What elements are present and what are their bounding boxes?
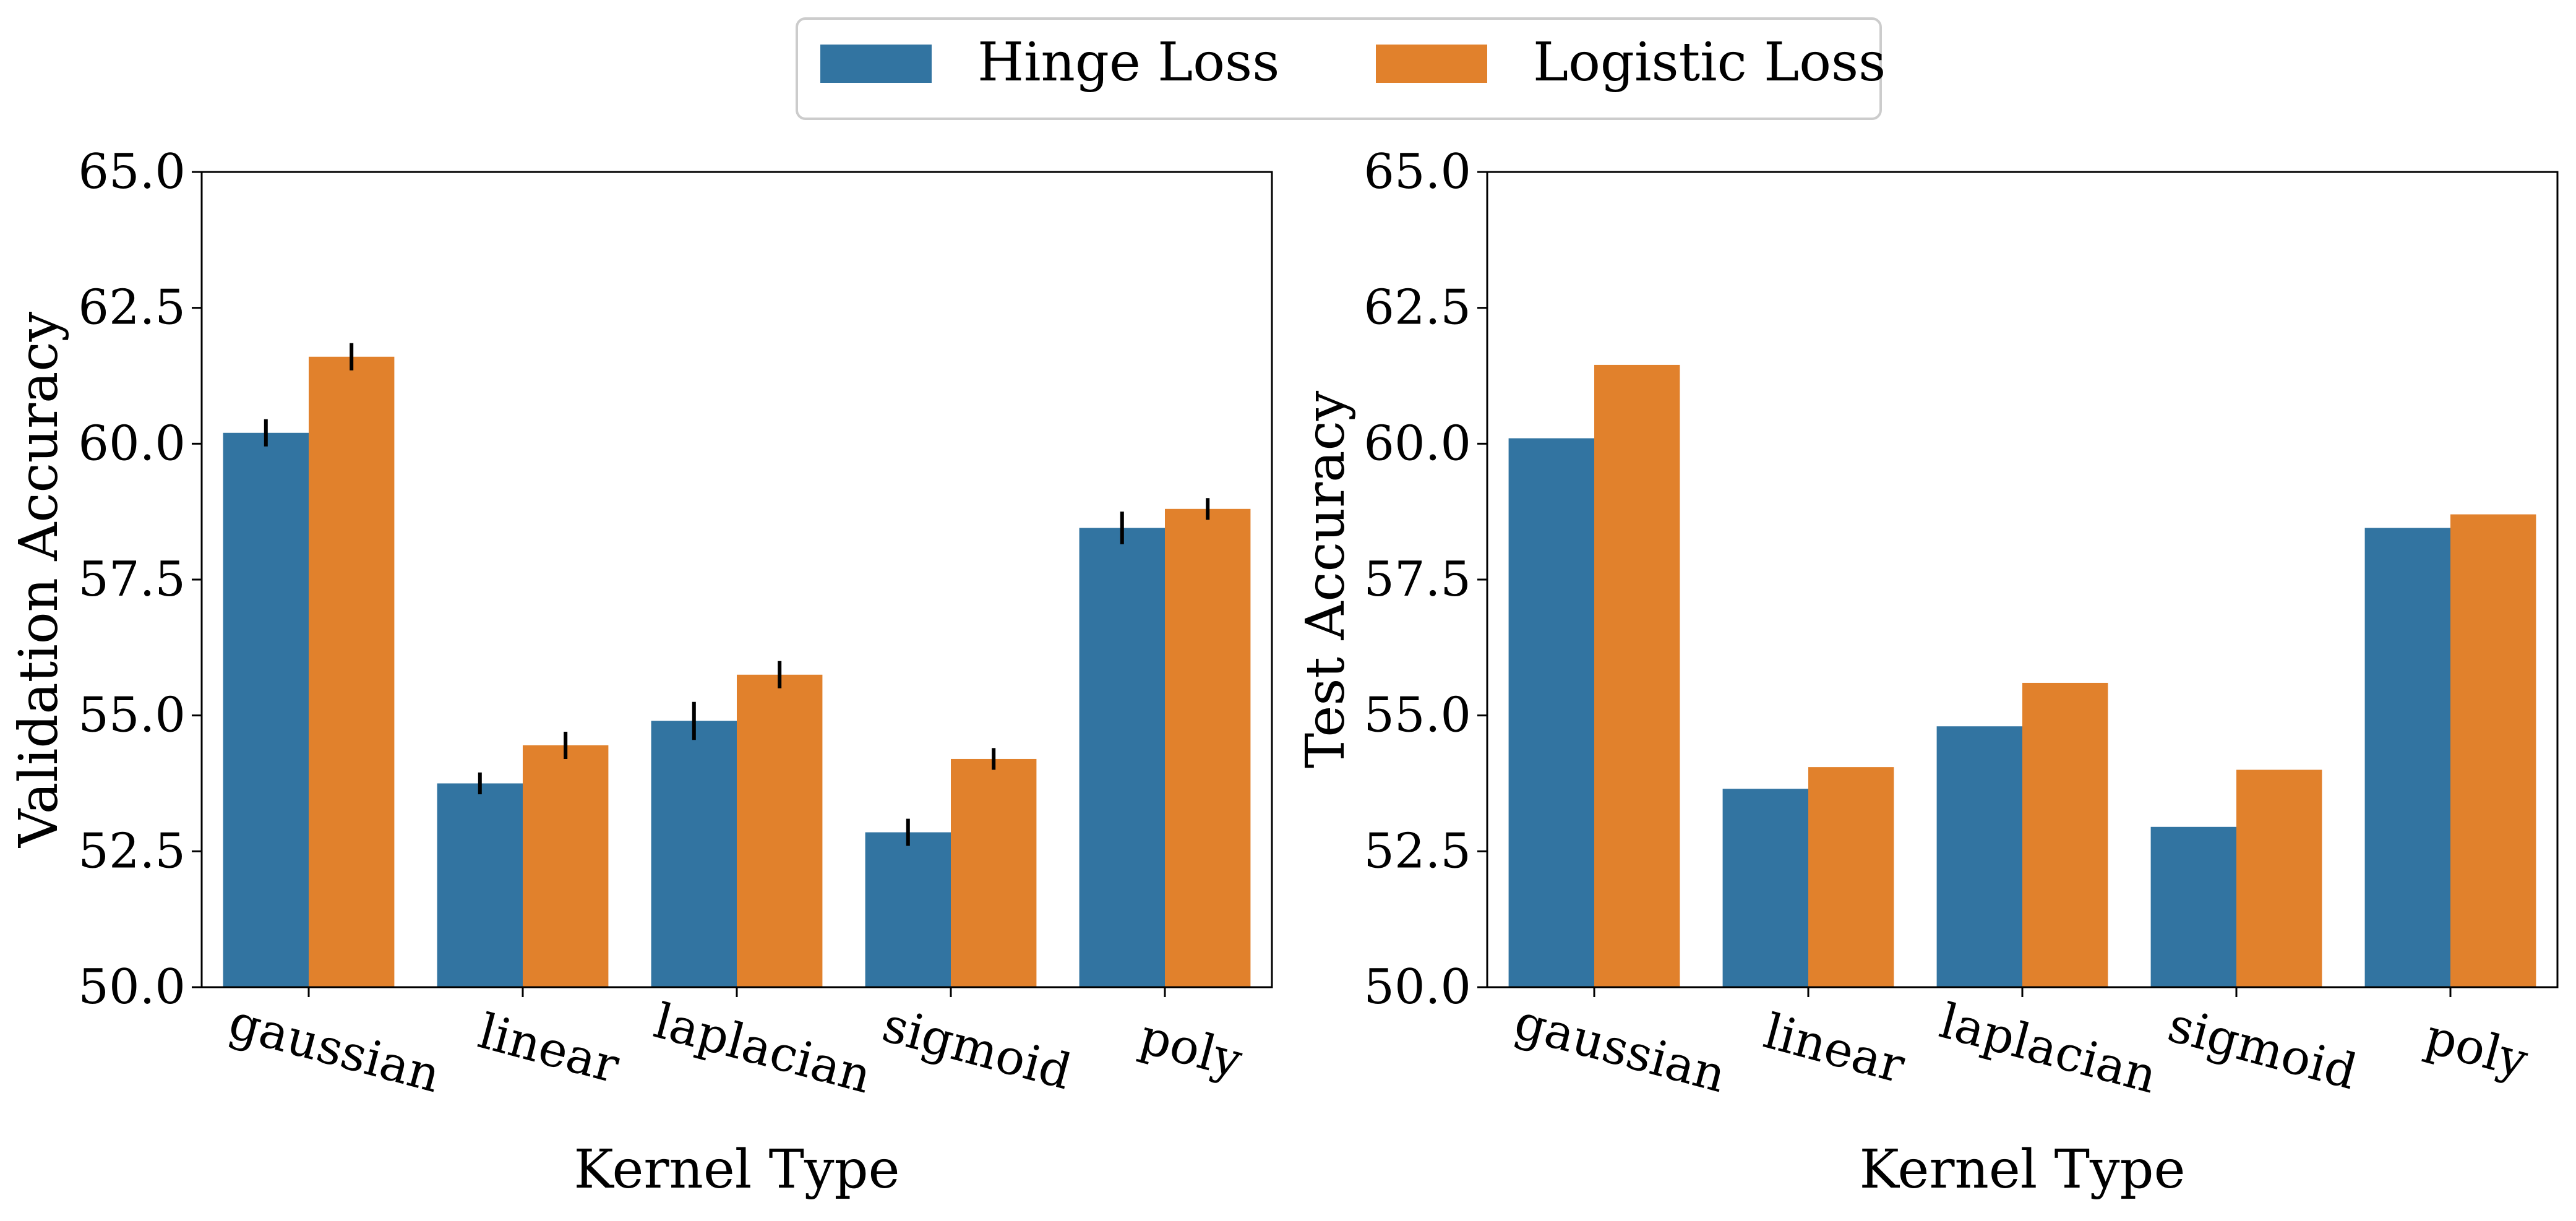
validation-y-axis-label: Validation Accuracy: [8, 311, 70, 848]
test-y-tick-label: 65.0: [1363, 144, 1471, 200]
validation-y-ticks: 50.0 52.5 55.0 57.5 60.0 62.5 65.0: [78, 144, 202, 1015]
test-y-tick-label: 62.5: [1363, 280, 1471, 336]
validation-y-tick-label: 62.5: [78, 280, 186, 336]
validation-bar-logistic-loss-sigmoid: [951, 758, 1037, 987]
test-y-tick-label: 50.0: [1363, 959, 1471, 1015]
legend-frame: [796, 17, 1882, 120]
test-x-ticks: gaussian linear laplacian sigmoid poly: [1509, 987, 2533, 1105]
validation-bar-hinge-loss-laplacian: [651, 721, 737, 987]
validation-y-tick-label: 65.0: [78, 144, 186, 200]
test-x-tick-label-poly: poly: [2419, 1009, 2533, 1089]
test-y-tick-label: 55.0: [1363, 688, 1471, 743]
test-chart: 50.0 52.5 55.0 57.5 60.0 62.5 65.0 gaussian lin…: [1295, 144, 2559, 1201]
validation-bar-logistic-loss-linear: [523, 745, 609, 987]
test-bar-logistic-loss-poly: [2450, 514, 2536, 987]
test-bars: [1508, 364, 2536, 987]
validation-x-ticks: gaussian linear laplacian sigmoid poly: [223, 987, 1248, 1105]
validation-y-tick-label: 52.5: [78, 823, 186, 879]
validation-bar-logistic-loss-poly: [1165, 508, 1251, 987]
test-y-tick-label: 57.5: [1363, 552, 1471, 607]
validation-x-tick-label-linear: linear: [473, 1004, 625, 1095]
test-bar-hinge-loss-poly: [2364, 528, 2450, 987]
test-y-tick-label: 52.5: [1363, 823, 1471, 879]
validation-y-tick-label: 60.0: [78, 416, 186, 471]
validation-bar-logistic-loss-gaussian: [309, 356, 395, 987]
test-bar-logistic-loss-sigmoid: [2236, 769, 2322, 987]
test-bar-hinge-loss-sigmoid: [2150, 826, 2236, 987]
test-x-tick-label-gaussian: gaussian: [1509, 994, 1732, 1103]
validation-x-tick-label-laplacian: laplacian: [648, 993, 877, 1105]
validation-error-bars: [264, 343, 1210, 846]
validation-x-tick-label-sigmoid: sigmoid: [877, 997, 1076, 1100]
validation-x-axis-label: Kernel Type: [574, 1139, 900, 1201]
test-y-tick-label: 60.0: [1363, 416, 1471, 471]
validation-bar-logistic-loss-laplacian: [737, 674, 823, 987]
test-bar-hinge-loss-gaussian: [1508, 438, 1594, 987]
validation-bar-hinge-loss-gaussian: [223, 432, 309, 987]
test-x-axis-label: Kernel Type: [1860, 1139, 2186, 1201]
validation-y-tick-label: 50.0: [78, 959, 186, 1015]
test-bar-logistic-loss-linear: [1808, 767, 1894, 987]
test-bar-hinge-loss-laplacian: [1936, 726, 2022, 987]
legend-swatch-hinge: [820, 45, 932, 83]
test-bar-logistic-loss-gaussian: [1594, 364, 1680, 987]
test-y-axis-label: Test Accuracy: [1295, 390, 1357, 768]
legend-swatch-logistic: [1376, 45, 1487, 83]
validation-chart: 50.0 52.5 55.0 57.5 60.0 62.5 65.0 gaussian lin…: [8, 144, 1273, 1201]
test-bar-logistic-loss-laplacian: [2022, 682, 2108, 987]
legend: Hinge Loss Logistic Loss: [796, 17, 1886, 120]
test-y-ticks: 50.0 52.5 55.0 57.5 60.0 62.5 65.0: [1363, 144, 1487, 1015]
legend-label-hinge: Hinge Loss: [977, 32, 1279, 93]
validation-bar-hinge-loss-sigmoid: [865, 832, 951, 987]
validation-y-tick-label: 55.0: [78, 688, 186, 743]
test-x-tick-label-sigmoid: sigmoid: [2162, 997, 2362, 1100]
test-x-tick-label-laplacian: laplacian: [1934, 993, 2162, 1105]
validation-x-tick-label-poly: poly: [1134, 1009, 1248, 1089]
validation-bars: [223, 356, 1251, 987]
validation-x-tick-label-gaussian: gaussian: [223, 994, 446, 1103]
validation-bar-hinge-loss-poly: [1079, 528, 1165, 987]
validation-y-tick-label: 57.5: [78, 552, 186, 607]
legend-label-logistic: Logistic Loss: [1533, 32, 1886, 93]
validation-bar-hinge-loss-linear: [437, 783, 523, 987]
test-bar-hinge-loss-linear: [1722, 789, 1808, 987]
test-x-tick-label-linear: linear: [1758, 1004, 1910, 1095]
